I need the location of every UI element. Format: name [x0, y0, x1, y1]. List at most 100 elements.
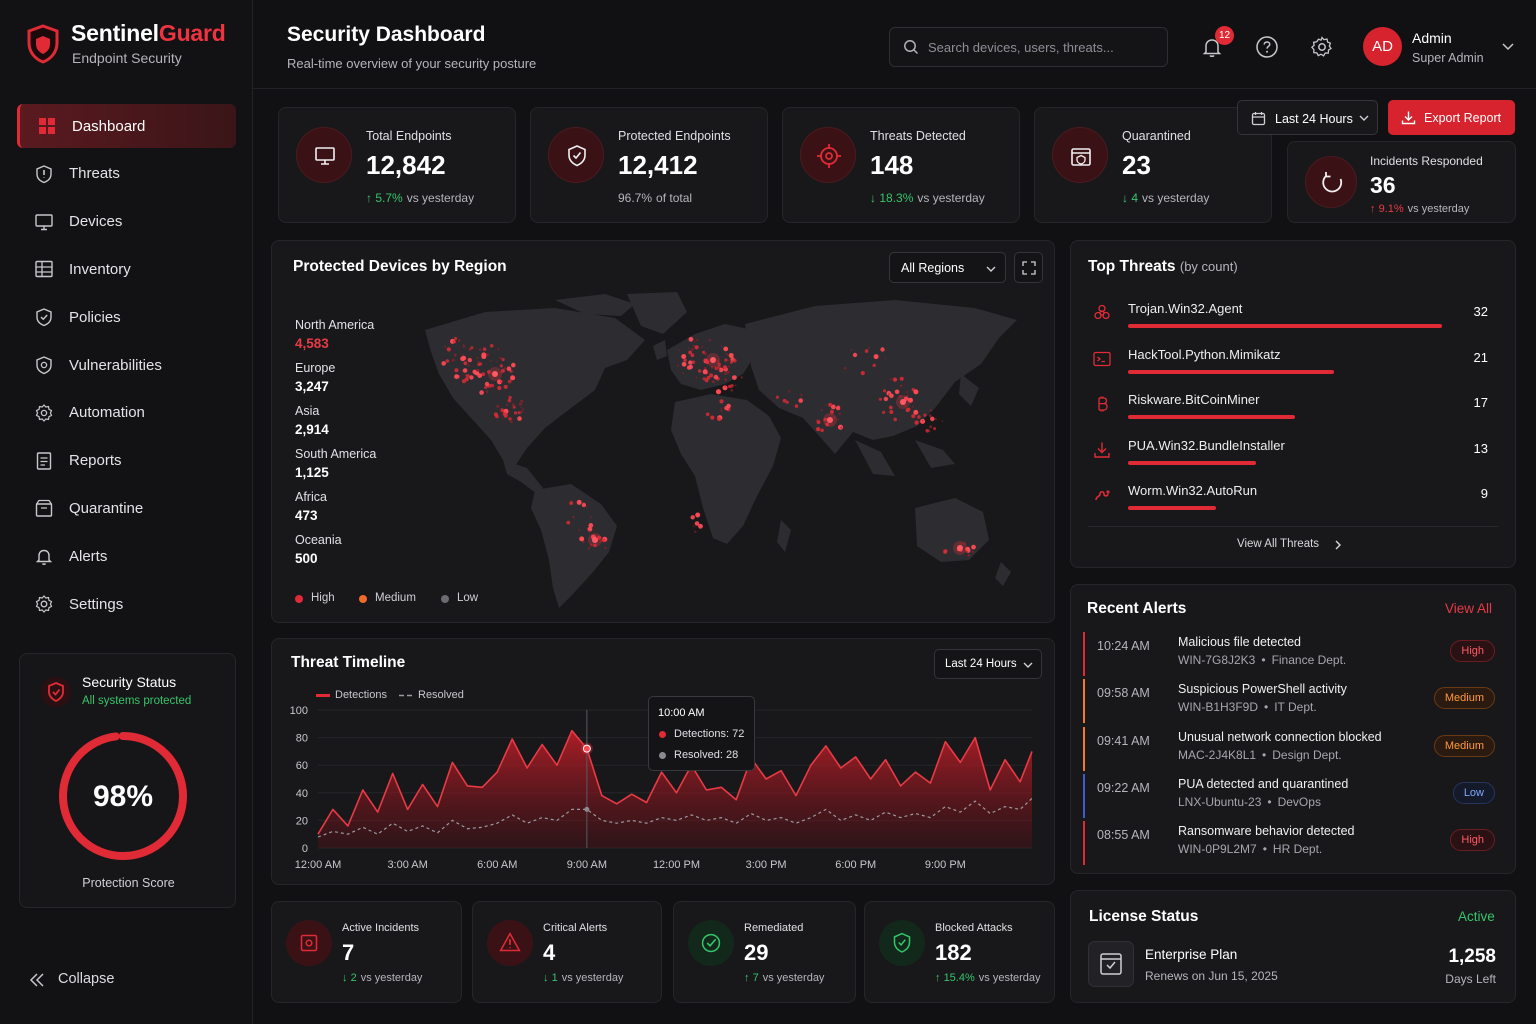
region-filter-select[interactable]: All Regions	[889, 252, 1006, 283]
sidebar-item-vulnerabilities[interactable]: Vulnerabilities	[17, 343, 236, 387]
map-hotspot	[492, 377, 494, 379]
stat-card-total-endpoints[interactable]: Total Endpoints 12,842 ↑ 5.7% vs yesterday	[278, 107, 516, 223]
mini-stat-blocked-attacks[interactable]: Blocked Attacks 182 ↑ 15.4% vs yesterday	[864, 901, 1055, 1003]
mini-stat-critical-alerts[interactable]: Critical Alerts 4 ↓ 1 vs yesterday	[472, 901, 662, 1003]
map-hotspot	[511, 362, 516, 368]
threat-row[interactable]: Riskware.BitCoinMiner 17	[1088, 392, 1498, 436]
map-hotspot	[798, 398, 803, 403]
map-hotspot	[889, 378, 892, 381]
alert-row[interactable]: 10:24 AM Malicious file detected WIN-7G8J2…	[1083, 632, 1499, 676]
threat-row[interactable]: PUA.Win32.BundleInstaller 13	[1088, 438, 1498, 482]
sidebar-item-reports[interactable]: Reports	[17, 439, 236, 483]
user-name[interactable]: Admin	[1412, 30, 1452, 46]
map-hotspot	[963, 542, 967, 545]
download-icon	[1401, 111, 1416, 125]
bell-icon	[35, 549, 53, 566]
time-range-select[interactable]: Last 24 Hours	[1237, 100, 1378, 135]
timeline-title: Threat Timeline	[291, 654, 406, 671]
chevron-down-icon[interactable]	[1501, 41, 1515, 53]
chevron-down-icon	[1359, 115, 1369, 121]
map-hotspot	[681, 354, 687, 359]
chevron-right-icon	[1335, 540, 1341, 550]
license-status: Active	[1458, 909, 1495, 924]
stat-icon-circle	[548, 127, 604, 183]
map-hotspot	[503, 384, 508, 389]
alert-row[interactable]: 09:22 AM PUA detected and quarantined LNX-…	[1083, 773, 1499, 818]
sidebar-item-devices[interactable]: Devices	[17, 200, 236, 244]
mini-stat-icon-circle	[286, 920, 332, 966]
export-report-button[interactable]: Export Report	[1388, 100, 1515, 135]
x-tick-label: 3:00 AM	[387, 859, 427, 871]
view-all-alerts-link[interactable]: View All	[1445, 601, 1493, 616]
map-hotspot-core	[827, 417, 833, 423]
stat-card-threats-detected[interactable]: Threats Detected 148 ↓ 18.3% vs yesterday	[782, 107, 1020, 223]
threat-row[interactable]: Trojan.Win32.Agent 32	[1088, 301, 1498, 345]
alert-row[interactable]: 09:58 AM Suspicious PowerShell activity WI…	[1083, 679, 1499, 724]
timeline-range-select[interactable]: Last 24 Hours	[934, 649, 1042, 679]
map-hotspot	[850, 348, 853, 351]
map-hotspot	[943, 548, 945, 551]
protection-score-ring	[59, 732, 187, 860]
collapse-button[interactable]: Collapse	[26, 968, 156, 992]
alert-row[interactable]: 08:55 AM Ransomware behavior detected WIN-…	[1083, 821, 1499, 866]
map-title: Protected Devices by Region	[293, 258, 507, 275]
alert-row[interactable]: 09:41 AM Unusual network connection block…	[1083, 726, 1499, 771]
x-tick-label: 3:00 PM	[746, 859, 787, 871]
map-hotspot	[508, 395, 512, 400]
search-input[interactable]	[928, 28, 1158, 66]
quarantine-box-icon	[1071, 148, 1091, 166]
settings-gear-icon[interactable]	[1310, 35, 1334, 59]
license-plan: Enterprise Plan	[1145, 947, 1238, 962]
stat-card-protected-endpoints[interactable]: Protected Endpoints 12,412 96.7% of total	[530, 107, 768, 223]
mini-stat-remediated[interactable]: Remediated 29 ↑ 7 vs yesterday	[673, 901, 856, 1003]
threat-row[interactable]: Worm.Win32.AutoRun 9	[1088, 483, 1498, 527]
map-hotspot	[453, 353, 457, 357]
stat-label: Incidents Responded	[1370, 154, 1483, 168]
stat-delta: ↓ 18.3% vs yesterday	[870, 191, 985, 205]
map-hotspot	[484, 385, 488, 389]
mini-stat-delta-value: ↓ 1	[543, 972, 558, 984]
threat-name: Riskware.BitCoinMiner	[1128, 392, 1260, 407]
fullscreen-button[interactable]	[1014, 252, 1043, 283]
cursor-point-resolved	[584, 806, 590, 812]
map-hotspot-core	[710, 357, 716, 363]
sidebar-item-policies[interactable]: Policies	[17, 295, 236, 339]
map-hotspot	[512, 405, 516, 409]
stat-card-incidents-responded[interactable]: Incidents Responded 36 ↑ 9.1% vs yesterday	[1287, 141, 1516, 223]
mini-stat-label: Critical Alerts	[543, 922, 608, 934]
help-icon[interactable]	[1255, 35, 1279, 59]
map-hotspot	[472, 369, 477, 374]
region-value: 3,247	[295, 379, 329, 394]
map-hotspot	[698, 523, 703, 529]
sidebar-item-quarantine[interactable]: Quarantine	[17, 486, 236, 530]
mini-stat-active-incidents[interactable]: Active Incidents 7 ↓ 2 vs yesterday	[271, 901, 462, 1003]
map-hotspot	[719, 399, 724, 404]
brand-subtitle: Endpoint Security	[72, 50, 182, 66]
stat-icon-circle	[800, 127, 856, 183]
map-hotspot	[888, 405, 893, 410]
map-hotspot	[788, 390, 791, 393]
map-hotspot	[830, 413, 833, 416]
user-role: Super Admin	[1412, 51, 1484, 65]
search-box[interactable]	[889, 27, 1168, 67]
sidebar-item-dashboard[interactable]: Dashboard	[17, 104, 236, 148]
map-hotspot	[899, 384, 903, 388]
stat-card-quarantined[interactable]: Quarantined 23 ↓ 4 vs yesterday	[1034, 107, 1272, 223]
map-hotspot	[576, 499, 582, 505]
view-all-threats-link[interactable]: View All Threats	[1237, 537, 1357, 555]
expand-icon	[1022, 261, 1036, 275]
sidebar-item-settings[interactable]: Settings	[17, 582, 236, 626]
sidebar-item-threats[interactable]: Threats	[17, 152, 236, 196]
map-hotspot	[728, 365, 731, 368]
sidebar-item-alerts[interactable]: Alerts	[17, 534, 236, 578]
map-hotspot	[466, 374, 470, 378]
map-hotspot	[906, 390, 909, 394]
threat-row[interactable]: HackTool.Python.Mimikatz 21	[1088, 347, 1498, 391]
sidebar-item-inventory[interactable]: Inventory	[17, 247, 236, 291]
map-hotspot	[730, 389, 733, 392]
y-tick-label: 20	[296, 815, 308, 827]
map-hotspot	[917, 415, 921, 419]
sidebar-item-automation[interactable]: Automation	[17, 391, 236, 435]
user-avatar[interactable]: AD	[1363, 27, 1402, 66]
notification-bell-icon[interactable]	[1200, 35, 1224, 59]
